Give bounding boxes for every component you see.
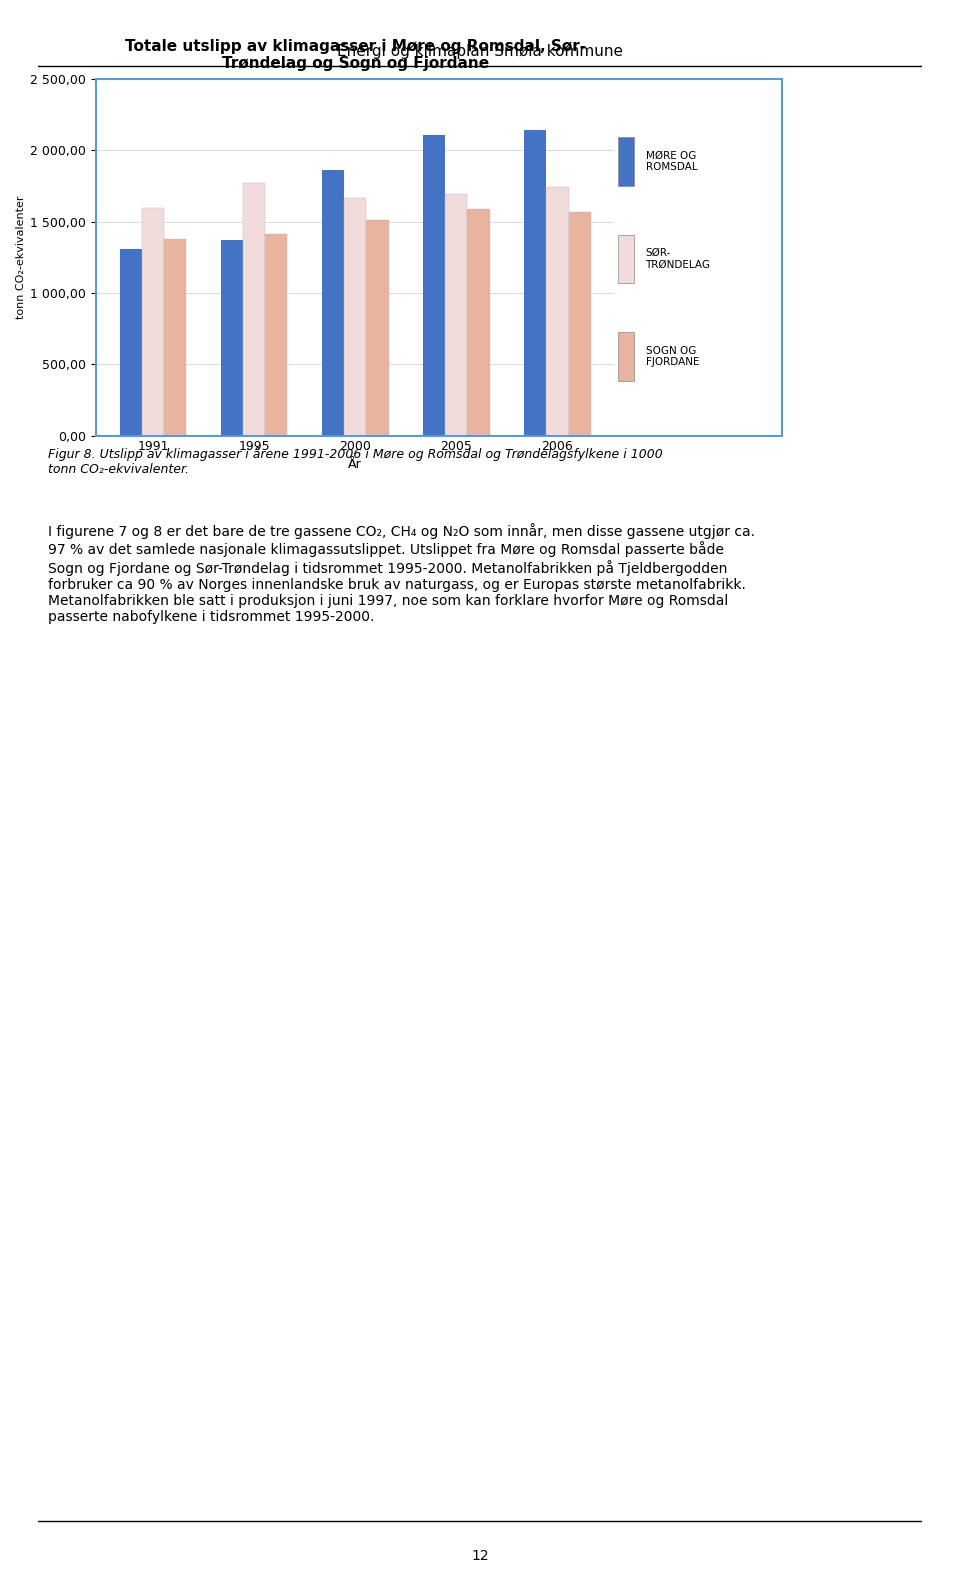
Bar (367, 220, 389, 436)
Bar (618, 138, 635, 185)
Bar (164, 239, 186, 436)
Y-axis label: tonn CO₂-ekvivalenter: tonn CO₂-ekvivalenter (16, 196, 26, 318)
Bar (618, 234, 635, 284)
Text: SØR-
TRØNDELAG: SØR- TRØNDELAG (645, 249, 710, 269)
Bar (618, 333, 635, 380)
Bar (322, 171, 344, 436)
Bar (468, 209, 490, 436)
Bar (243, 182, 265, 436)
Text: Energi og klimaplan Smøla kommune: Energi og klimaplan Smøla kommune (337, 44, 623, 59)
Bar (524, 130, 546, 436)
X-axis label: År: År (348, 458, 362, 470)
Text: I figurene 7 og 8 er det bare de tre gassene CO₂, CH₄ og N₂O som innår, men diss: I figurene 7 og 8 er det bare de tre gas… (48, 523, 755, 624)
Bar (546, 187, 568, 436)
Bar (445, 193, 468, 436)
Bar (344, 198, 367, 436)
Text: Figur 8. Utslipp av klimagasser i årene 1991-2006 i Møre og Romsdal og Trøndelag: Figur 8. Utslipp av klimagasser i årene … (48, 447, 662, 475)
Text: SOGN OG
FJORDANE: SOGN OG FJORDANE (645, 345, 699, 367)
Bar (568, 212, 590, 436)
Text: 12: 12 (471, 1549, 489, 1563)
Bar (142, 208, 164, 436)
Bar (423, 135, 445, 436)
Title: Totale utslipp av klimagasser i Møre og Romsdal, Sør-
Trøndelag og Sogn og Fjord: Totale utslipp av klimagasser i Møre og … (125, 38, 586, 71)
Bar (120, 249, 142, 436)
Bar (221, 241, 243, 436)
Bar (265, 234, 287, 436)
Text: MØRE OG
ROMSDAL: MØRE OG ROMSDAL (645, 150, 697, 173)
